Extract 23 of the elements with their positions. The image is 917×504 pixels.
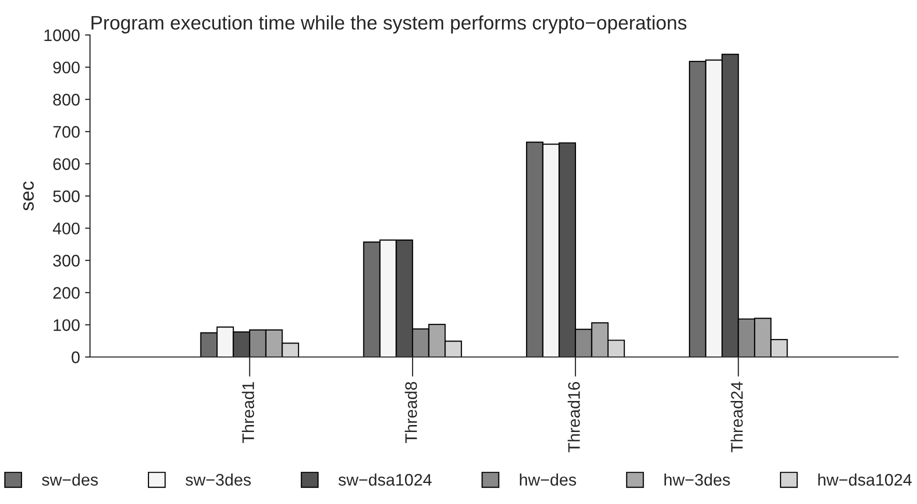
y-tick-label: 900 — [53, 62, 80, 74]
x-tick-label: Thread16 — [568, 382, 580, 452]
legend-label: sw−des — [42, 473, 98, 486]
legend-label: sw−dsa1024 — [338, 473, 432, 486]
y-tick-label: 400 — [52, 222, 80, 234]
y-tick-label: 600 — [53, 158, 80, 170]
y-tick-label: 100 — [54, 319, 80, 332]
x-tick-label: Thread24 — [730, 382, 743, 452]
chart-title: Program execution time while the system performs crypto−operations — [92, 15, 686, 34]
y-tick-label: 700 — [53, 126, 80, 138]
y-tick-label: 1000 — [44, 29, 80, 42]
y-tick-label: 300 — [53, 254, 80, 267]
y-axis-title: sec — [23, 181, 34, 211]
y-tick-label: 200 — [53, 287, 80, 299]
x-tick-label: Thread1 — [242, 382, 254, 443]
legend-label: hw−dsa1024 — [818, 473, 912, 486]
y-tick-label: 800 — [53, 94, 80, 106]
legend-label: sw−3des — [186, 473, 251, 486]
legend-label: hw−des — [520, 473, 576, 486]
y-tick-label: 500 — [53, 190, 80, 202]
y-tick-label: 0 — [72, 351, 80, 364]
x-tick-label: Thread8 — [404, 382, 418, 443]
legend-label: hw−3des — [664, 473, 730, 486]
